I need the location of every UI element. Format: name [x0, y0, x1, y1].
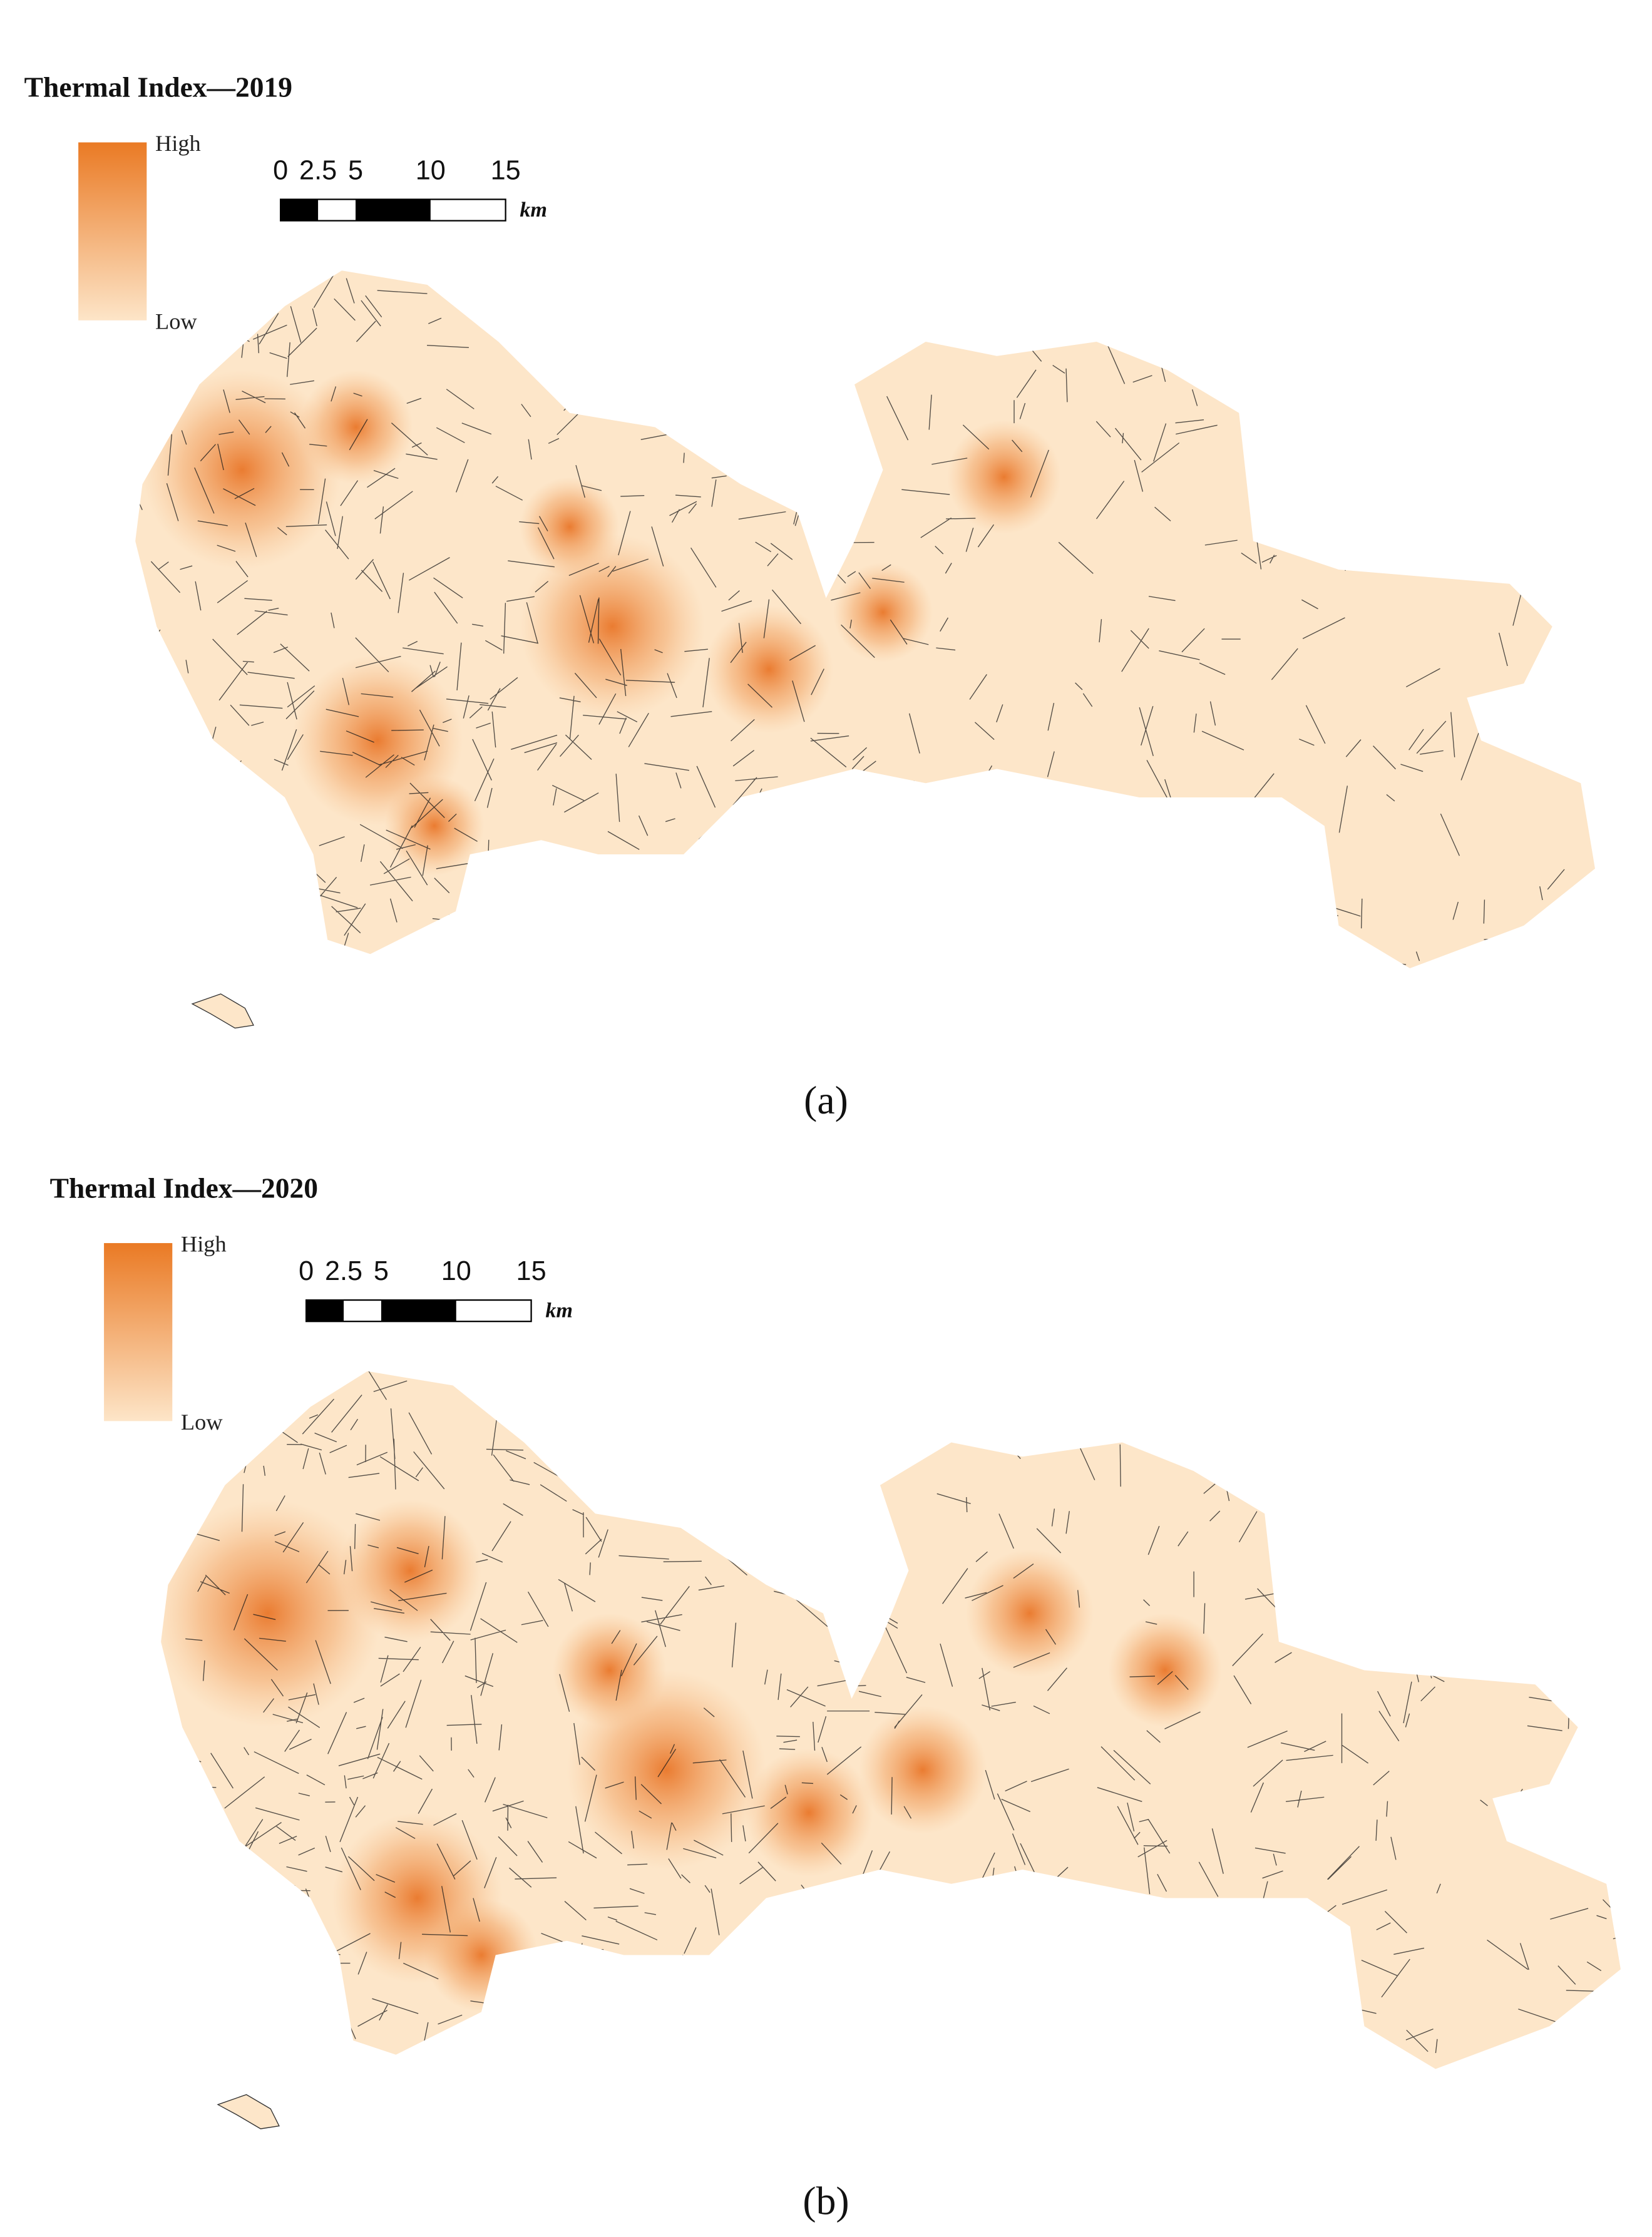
scale-label: 10 [416, 156, 446, 186]
panel-title: Thermal Index—2019 [24, 71, 292, 103]
island [217, 2094, 280, 2129]
hotspot [424, 1898, 538, 2012]
scale-segment [381, 1300, 456, 1322]
scale-label: 0 [299, 1256, 314, 1286]
hotspot [299, 370, 413, 484]
hotspot [1107, 1613, 1222, 1728]
map [161, 1371, 1621, 2069]
scale-label: 15 [516, 1256, 546, 1286]
hotspot [520, 477, 620, 577]
scale-segment [306, 1300, 344, 1322]
panel: Thermal Index—2020 High Low 0 2.5 5 10 15 km (b) [50, 1172, 1621, 2223]
hotspot [833, 562, 933, 662]
legend-high: High [181, 1232, 227, 1257]
scale-unit: km [545, 1299, 573, 1322]
scale-label: 5 [374, 1256, 389, 1286]
hotspot [947, 420, 1061, 535]
legend-low: Low [155, 309, 197, 334]
hotspot [552, 1613, 667, 1728]
hotspot [705, 605, 833, 734]
map [135, 270, 1595, 968]
legend-low: Low [181, 1410, 223, 1435]
scale-label: 10 [441, 1256, 471, 1286]
legend-gradient [78, 142, 147, 320]
legend-high: High [155, 131, 201, 156]
hotspot [142, 370, 342, 570]
hotspot [965, 1549, 1094, 1677]
hotspot [520, 534, 705, 719]
panel-title: Thermal Index—2020 [50, 1172, 318, 1204]
caption: (b) [803, 2179, 849, 2223]
hotspot [384, 776, 485, 876]
scale-unit: km [520, 198, 547, 222]
hotspot [339, 1499, 481, 1642]
hotspot [161, 1499, 382, 1728]
panel: Thermal Index—2019 High Low 0 2.5 5 10 15 km (a) [24, 71, 1595, 1122]
scale-label: 5 [348, 156, 363, 186]
island [191, 993, 254, 1029]
scale-segment [280, 199, 319, 221]
hotspot [858, 1706, 987, 1835]
scale-label: 2.5 [299, 156, 337, 186]
hotspot [744, 1748, 873, 1877]
legend-gradient [104, 1243, 173, 1421]
scale-label: 0 [273, 156, 288, 186]
scale-segment [355, 199, 431, 221]
scale-label: 15 [491, 156, 521, 186]
scale-label: 2.5 [325, 1256, 362, 1286]
caption: (a) [804, 1078, 848, 1122]
